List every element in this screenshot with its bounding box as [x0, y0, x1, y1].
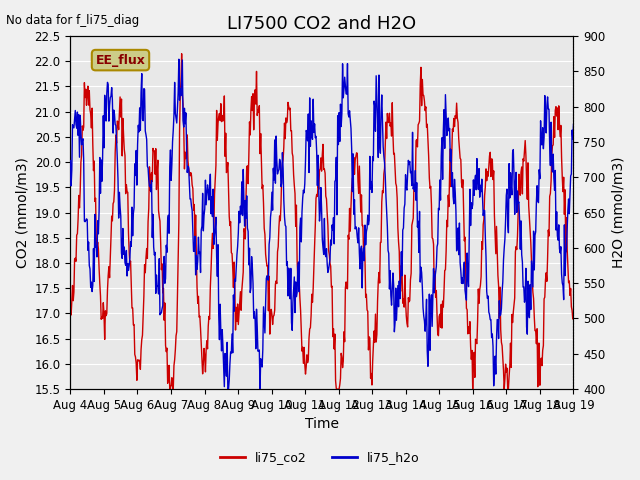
- Text: No data for f_li75_diag: No data for f_li75_diag: [6, 14, 140, 27]
- Y-axis label: H2O (mmol/m3): H2O (mmol/m3): [611, 157, 625, 268]
- Title: LI7500 CO2 and H2O: LI7500 CO2 and H2O: [227, 15, 417, 33]
- X-axis label: Time: Time: [305, 418, 339, 432]
- Legend: li75_co2, li75_h2o: li75_co2, li75_h2o: [215, 446, 425, 469]
- Text: EE_flux: EE_flux: [95, 54, 145, 67]
- Y-axis label: CO2 (mmol/m3): CO2 (mmol/m3): [15, 157, 29, 268]
